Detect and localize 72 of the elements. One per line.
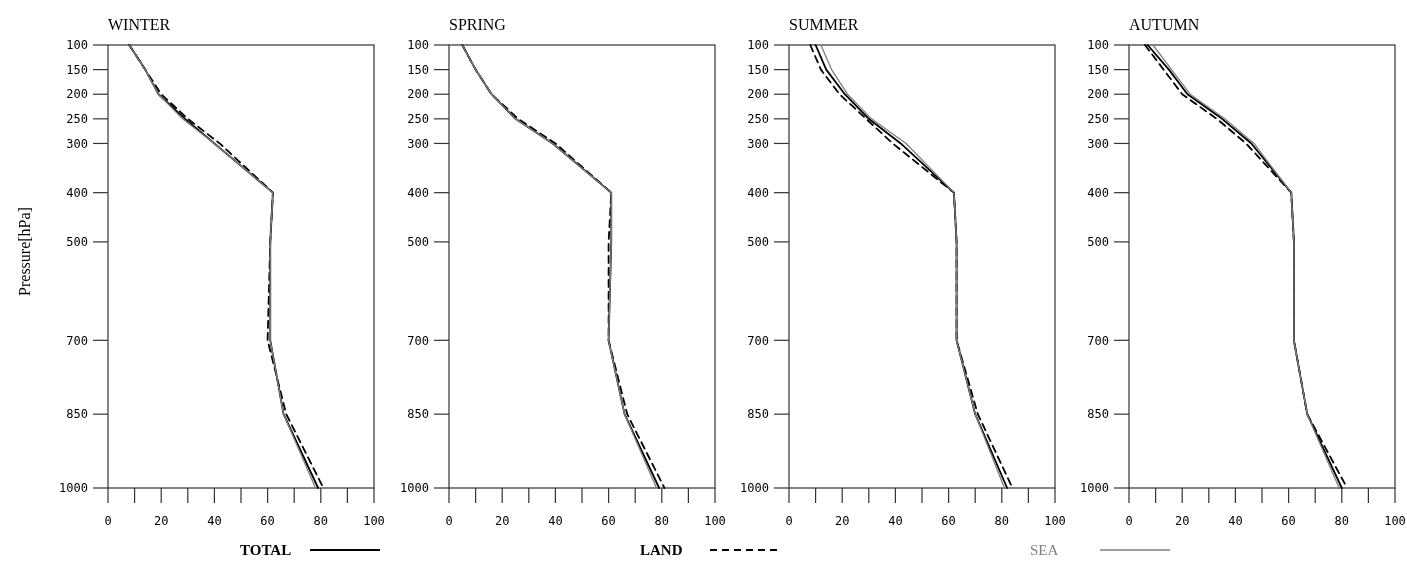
y-axis-title: Pressure[hPa] [16, 207, 33, 296]
x-tick-label: 40 [207, 514, 222, 528]
y-tick-label: 200 [747, 87, 769, 102]
y-tick-label: 300 [66, 136, 88, 151]
y-tick-label: 700 [747, 333, 769, 348]
x-tick-label: 60 [941, 514, 956, 528]
y-tick-label: 850 [66, 407, 88, 422]
y-tick-label: 850 [747, 407, 769, 422]
x-tick-label: 80 [654, 514, 670, 528]
y-tick-label: 300 [407, 136, 429, 151]
x-tick-label: 80 [313, 514, 329, 528]
y-tick-label: 150 [747, 62, 769, 77]
x-tick-label: 20 [834, 514, 850, 528]
legend-label: TOTAL [240, 542, 292, 559]
x-tick-label: 40 [1228, 514, 1243, 528]
y-tick-label: 250 [407, 112, 429, 127]
x-tick-label: 20 [153, 514, 169, 528]
y-tick-label: 150 [407, 62, 429, 77]
x-tick-label: 80 [994, 514, 1010, 528]
x-tick-label: 20 [1174, 514, 1190, 528]
text: SEA [1030, 542, 1059, 559]
y-tick-label: 1000 [400, 481, 429, 496]
x-tick-label: 60 [1281, 514, 1296, 528]
y-tick-label: 250 [1087, 112, 1109, 127]
y-tick-label: 150 [66, 62, 88, 77]
y-tick-label: 400 [407, 185, 429, 200]
y-tick-label: 200 [66, 87, 88, 102]
y-tick-label: 300 [747, 136, 769, 151]
y-tick-label: 400 [747, 185, 769, 200]
y-tick-label: 700 [407, 333, 429, 348]
y-tick-label: 200 [407, 87, 429, 102]
x-tick-label: 100 [1384, 514, 1406, 528]
x-tick-label: 60 [601, 514, 616, 528]
chart-title: WINTER [108, 16, 171, 33]
x-tick-label: 40 [548, 514, 563, 528]
y-tick-label: 1000 [59, 481, 88, 496]
y-tick-label: 1000 [1080, 481, 1109, 496]
x-tick-label: 0 [1125, 514, 1133, 528]
chart-title: AUTUMN [1129, 16, 1200, 33]
y-tick-label: 500 [407, 235, 429, 250]
x-tick-label: 100 [363, 514, 385, 528]
x-tick-label: 0 [785, 514, 793, 528]
y-tick-label: 400 [66, 185, 88, 200]
x-tick-label: 60 [260, 514, 275, 528]
y-tick-label: 500 [747, 235, 769, 250]
y-tick-label: 100 [66, 38, 88, 53]
legend-label: LAND [640, 542, 683, 559]
y-tick-label: 200 [1087, 87, 1109, 102]
x-tick-label: 100 [1044, 514, 1066, 528]
y-tick-label: 250 [66, 112, 88, 127]
y-tick-label: 300 [1087, 136, 1109, 151]
x-tick-label: 0 [104, 514, 112, 528]
x-tick-label: 40 [888, 514, 903, 528]
y-tick-label: 100 [407, 38, 429, 53]
y-tick-label: 1000 [740, 481, 769, 496]
x-tick-label: 20 [494, 514, 510, 528]
y-tick-label: 150 [1087, 62, 1109, 77]
y-tick-label: 250 [747, 112, 769, 127]
chart-title: SPRING [449, 16, 507, 33]
y-tick-label: 500 [1087, 235, 1109, 250]
y-tick-label: 100 [747, 38, 769, 53]
x-tick-label: 0 [445, 514, 453, 528]
y-tick-label: 700 [66, 333, 88, 348]
chart-title: SUMMER [789, 16, 859, 33]
x-tick-label: 100 [704, 514, 726, 528]
y-tick-label: 850 [1087, 407, 1109, 422]
x-tick-label: 80 [1334, 514, 1350, 528]
y-tick-label: 400 [1087, 185, 1109, 200]
y-tick-label: 100 [1087, 38, 1109, 53]
y-tick-label: 700 [1087, 333, 1109, 348]
y-tick-label: 850 [407, 407, 429, 422]
y-tick-label: 500 [66, 235, 88, 250]
